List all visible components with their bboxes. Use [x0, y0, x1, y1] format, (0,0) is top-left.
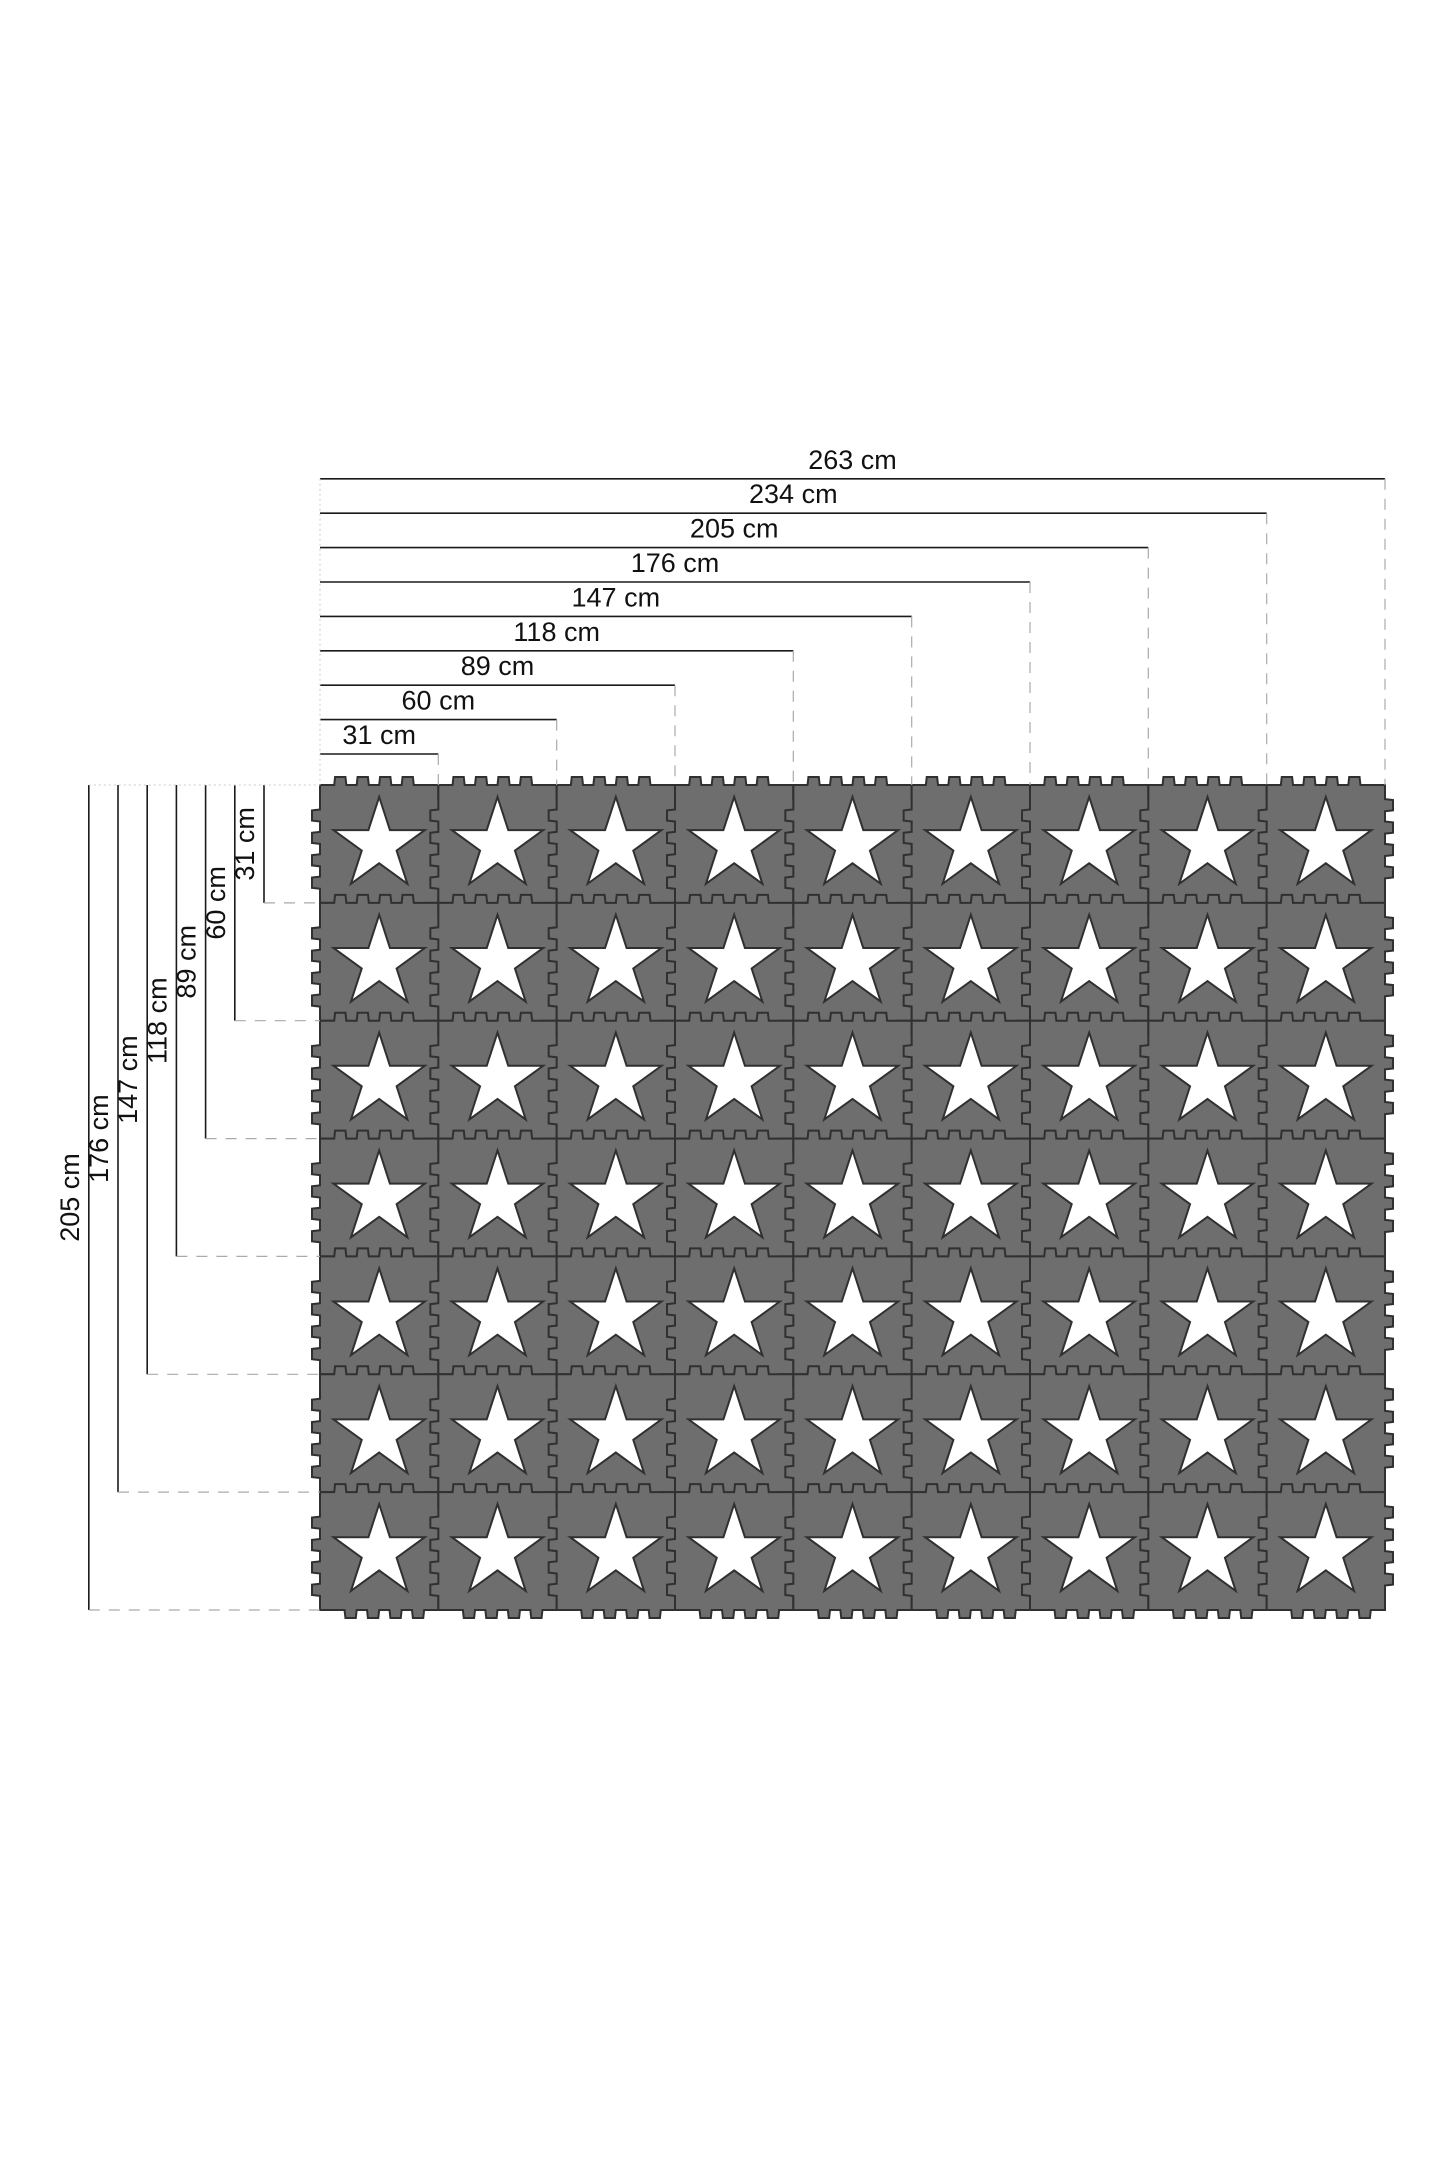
- svg-text:263 cm: 263 cm: [808, 445, 897, 475]
- svg-text:176 cm: 176 cm: [84, 1094, 114, 1183]
- svg-text:234 cm: 234 cm: [749, 479, 838, 509]
- svg-text:205 cm: 205 cm: [690, 514, 779, 544]
- svg-text:31 cm: 31 cm: [342, 720, 416, 750]
- svg-text:118 cm: 118 cm: [142, 977, 172, 1064]
- svg-text:205 cm: 205 cm: [55, 1153, 85, 1242]
- svg-text:60 cm: 60 cm: [402, 686, 476, 716]
- svg-text:31 cm: 31 cm: [230, 807, 260, 881]
- svg-text:147 cm: 147 cm: [572, 582, 661, 612]
- svg-text:89 cm: 89 cm: [172, 925, 202, 999]
- svg-text:118 cm: 118 cm: [513, 617, 600, 647]
- svg-text:89 cm: 89 cm: [461, 651, 535, 681]
- svg-text:60 cm: 60 cm: [201, 866, 231, 940]
- svg-text:176 cm: 176 cm: [631, 548, 720, 578]
- svg-text:147 cm: 147 cm: [113, 1035, 143, 1124]
